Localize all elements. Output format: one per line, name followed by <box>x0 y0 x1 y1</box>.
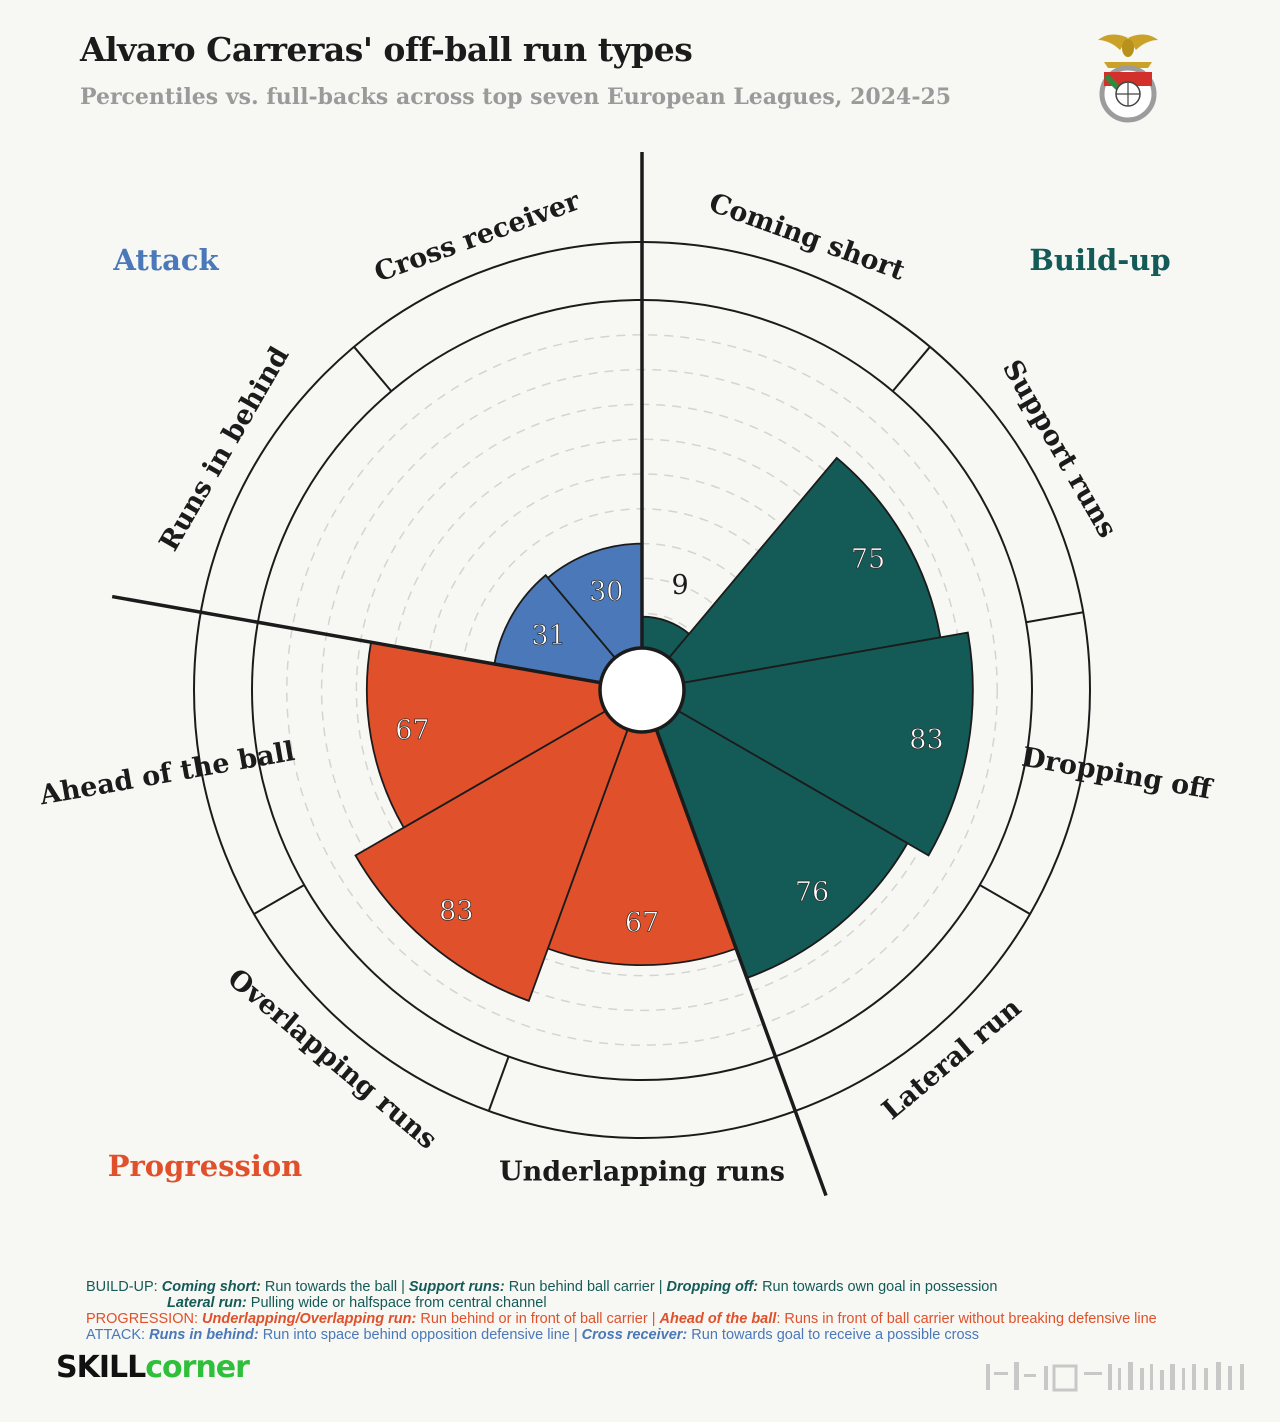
legend: BUILD-UP: Coming short: Run towards the … <box>86 1279 1157 1343</box>
center-hub <box>598 646 686 734</box>
value-label: 67 <box>625 908 659 939</box>
value-label: 30 <box>589 576 623 607</box>
watermark-icon <box>986 1362 1244 1392</box>
value-label: 9 <box>671 570 688 601</box>
sector-divider <box>253 884 305 915</box>
sector-divider <box>891 346 931 392</box>
sector-divider <box>979 884 1031 915</box>
sector-divider <box>1025 611 1084 624</box>
value-label: 67 <box>395 715 429 746</box>
chart-title: Alvaro Carreras' off-ball run types <box>80 30 693 69</box>
group-label-progression: Progression <box>108 1149 303 1183</box>
group-divider <box>654 728 828 1197</box>
value-label: 83 <box>439 896 473 927</box>
value-label: 31 <box>531 621 565 652</box>
legend-progression: PROGRESSION: Underlapping/Overlapping ru… <box>86 1311 1157 1327</box>
legend-build-up-cont: Lateral run: Pulling wide or halfspace f… <box>167 1295 547 1311</box>
skillcorner-logo: SKILLcorner <box>56 1350 250 1385</box>
benfica-crest-icon <box>1098 34 1158 123</box>
group-divider <box>111 594 601 685</box>
value-label: 76 <box>795 877 829 908</box>
grid-ring <box>286 334 998 1046</box>
value-label: 75 <box>851 544 885 575</box>
legend-build-up: BUILD-UP: Coming short: Run towards the … <box>86 1279 998 1295</box>
sector-divider <box>353 346 393 392</box>
group-label-build-up: Build-up <box>1029 243 1170 277</box>
value-label: 83 <box>909 725 943 756</box>
group-label-attack: Attack <box>112 243 219 277</box>
sector-divider <box>487 1056 510 1112</box>
legend-attack: ATTACK: Runs in behind: Run into space b… <box>86 1327 980 1343</box>
axis-label-underlapping-runs: Underlapping runs <box>499 1157 785 1188</box>
chart-subtitle: Percentiles vs. full-backs across top se… <box>80 84 952 110</box>
